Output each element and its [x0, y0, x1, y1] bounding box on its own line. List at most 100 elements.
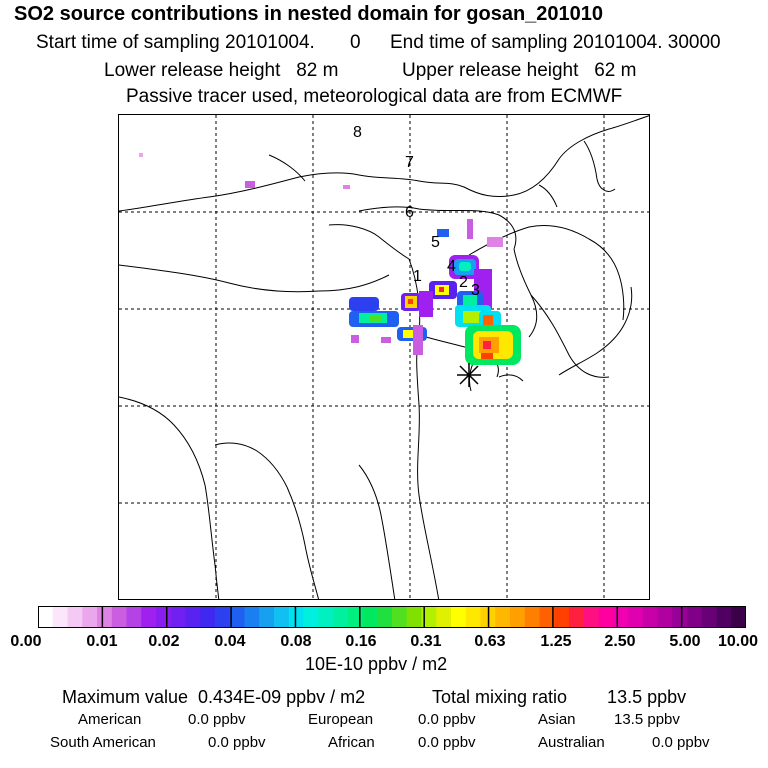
- colorbar-cell: [406, 606, 423, 628]
- colorbar-cell: [539, 606, 555, 628]
- colorbar-cell: [687, 606, 703, 628]
- region-american-label: American: [78, 711, 142, 728]
- colorbar-tick: 0.31: [410, 633, 442, 650]
- colorbar-cell: [451, 606, 467, 628]
- colorbar-cell: [613, 606, 629, 628]
- label-7: 7: [405, 154, 414, 171]
- region-african-value: 0.0 ppbv: [418, 734, 476, 751]
- colorbar-cell: [126, 606, 142, 628]
- colorbar-cell: [377, 606, 393, 628]
- colorbar-cell: [38, 606, 54, 628]
- colorbar-cell: [465, 606, 482, 628]
- colorbar-cell: [52, 606, 69, 628]
- plot-title: SO2 source contributions in nested domai…: [14, 3, 604, 25]
- colorbar-cell: [156, 606, 172, 628]
- colorbar-cell: [701, 606, 718, 628]
- region-asian-value: 13.5 ppbv: [614, 711, 680, 728]
- label-2: 2: [459, 274, 468, 291]
- colorbar-cell: [421, 606, 437, 628]
- lat-lon-grid: [119, 115, 649, 599]
- colorbar-cell: [111, 606, 128, 628]
- tracer-info: Passive tracer used, meteorological data…: [126, 86, 623, 107]
- colorbar-cell: [362, 606, 378, 628]
- colorbar-tick: 5.00: [669, 633, 701, 650]
- label-5: 5: [431, 234, 440, 251]
- colorbar-cell: [436, 606, 452, 628]
- colorbar-cell: [244, 606, 260, 628]
- colorbar-cell: [274, 606, 290, 628]
- start-time: Start time of sampling 20101004.: [36, 32, 315, 53]
- label-8: 8: [353, 124, 362, 141]
- colorbar-tick: 10.00: [717, 633, 759, 650]
- total-mixing-ratio: Total mixing ratio 13.5 ppbv: [432, 687, 687, 707]
- colorbar-cell: [259, 606, 275, 628]
- trajectory-labels: 8 7 6 5 4 2 3 1: [353, 124, 480, 299]
- colorbar-tick: 0.02: [148, 633, 180, 650]
- colorbar-cell: [303, 606, 319, 628]
- concentration-field: [139, 153, 521, 365]
- colorbar-cell: [598, 606, 614, 628]
- colorbar-cell: [657, 606, 673, 628]
- region-african-label: African: [328, 734, 375, 751]
- colorbar-cell: [392, 606, 408, 628]
- colorbar: [38, 606, 746, 628]
- colorbar-cell: [672, 606, 688, 628]
- region-australian-label: Australian: [538, 734, 605, 751]
- colorbar-tick: 1.25: [540, 633, 572, 650]
- colorbar-cells: [38, 606, 746, 628]
- colorbar-cell: [333, 606, 349, 628]
- colorbar-dividers: [101, 606, 683, 628]
- colorbar-cell: [524, 606, 541, 628]
- region-european-value: 0.0 ppbv: [418, 711, 476, 728]
- colorbar-cell: [200, 606, 216, 628]
- colorbar-frame: [38, 606, 746, 628]
- colorbar-cell: [731, 606, 746, 628]
- colorbar-cell: [318, 606, 334, 628]
- colorbar-cell: [716, 606, 732, 628]
- colorbar-cell: [97, 606, 113, 628]
- region-australian-value: 0.0 ppbv: [652, 734, 710, 751]
- colorbar-cell: [495, 606, 511, 628]
- colorbar-cell: [82, 606, 98, 628]
- max-value: Maximum value 0.434E-09 ppbv / m2: [62, 687, 366, 707]
- colorbar-cell: [288, 606, 305, 628]
- label-3: 3: [471, 282, 480, 299]
- region-american-value: 0.0 ppbv: [188, 711, 246, 728]
- colorbar-tick: 0.16: [345, 633, 377, 650]
- colorbar-cell: [215, 606, 231, 628]
- label-1: 1: [413, 268, 422, 285]
- colorbar-cell: [554, 606, 570, 628]
- colorbar-tick: 0.01: [86, 633, 118, 650]
- colorbar-cell: [67, 606, 83, 628]
- map-canvas: 8 7 6 5 4 2 3 1: [119, 115, 649, 599]
- label-4: 4: [447, 258, 456, 275]
- label-6: 6: [405, 204, 414, 221]
- colorbar-cell: [229, 606, 246, 628]
- colorbar-cell: [583, 606, 600, 628]
- region-european-label: European: [308, 711, 374, 728]
- colorbar-cell: [642, 606, 659, 628]
- end-time: End time of sampling 20101004. 30000: [390, 32, 721, 53]
- colorbar-cell: [170, 606, 187, 628]
- map-panel: 8 7 6 5 4 2 3 1: [118, 114, 650, 600]
- colorbar-tick: 0.63: [474, 633, 506, 650]
- colorbar-tick: 2.50: [604, 633, 636, 650]
- colorbar-cell: [510, 606, 526, 628]
- colorbar-cell: [347, 606, 364, 628]
- colorbar-cell: [185, 606, 201, 628]
- start-time-value: 0: [350, 32, 361, 53]
- colorbar-cell: [628, 606, 644, 628]
- region-south-american-value: 0.0 ppbv: [208, 734, 266, 751]
- upper-release-height: Upper release height 62 m: [402, 60, 637, 81]
- colorbar-tick: 0.00: [10, 633, 42, 650]
- receptor-star-icon: [457, 363, 481, 387]
- region-asian-label: Asian: [538, 711, 576, 728]
- coastlines: [119, 115, 649, 599]
- colorbar-tick: 0.04: [214, 633, 246, 650]
- region-south-american-label: South American: [50, 734, 156, 751]
- lower-release-height: Lower release height 82 m: [104, 60, 339, 81]
- colorbar-tick: 0.08: [280, 633, 312, 650]
- colorbar-cell: [569, 606, 585, 628]
- colorbar-unit: 10E-10 ppbv / m2: [305, 654, 448, 674]
- colorbar-cell: [141, 606, 157, 628]
